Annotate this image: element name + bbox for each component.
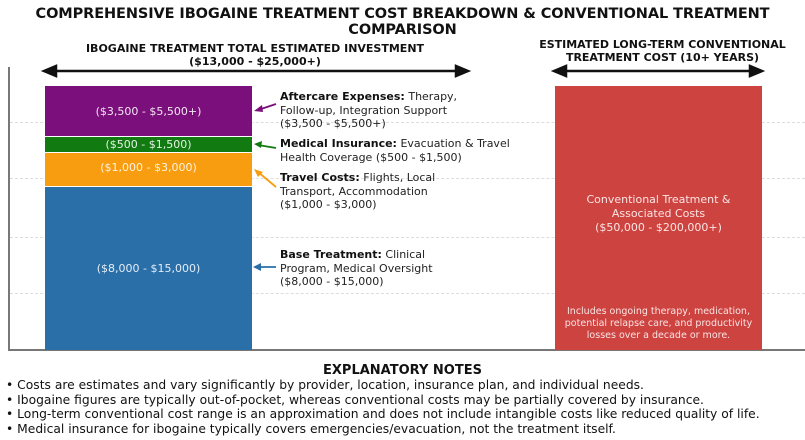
conventional-header-line2: TREATMENT COST (10+ YEARS) — [565, 51, 760, 64]
conventional-note-line: potential relapse care, and productivity — [564, 318, 753, 329]
bar-segment-aftercare: ($3,500 - $5,500+) — [45, 86, 252, 136]
note-item: Costs are estimates and vary significant… — [6, 378, 760, 393]
arrowhead — [254, 169, 263, 177]
annotation-desc: Clinical Program, Medical Oversight — [280, 248, 433, 275]
conventional-label-line: Conventional Treatment & — [586, 193, 731, 206]
bar-conventional: Conventional Treatment & Associated Cost… — [555, 86, 762, 350]
conventional-note-line: Includes ongoing therapy, medication, — [567, 306, 750, 317]
ibogaine-header-range: ($13,000 - $25,000+) — [189, 55, 321, 68]
y-axis-line — [8, 67, 10, 351]
arrowhead — [40, 64, 58, 78]
conventional-label: Conventional Treatment & Associated Cost… — [555, 193, 762, 235]
bar-segment-base: ($8,000 - $15,000) — [45, 187, 252, 350]
note-item: Medical insurance for ibogaine typically… — [6, 422, 760, 437]
conventional-note: Includes ongoing therapy, medication, po… — [555, 306, 762, 342]
annotation-travel: Travel Costs: Flights, Local Transport, … — [280, 171, 445, 212]
annotation-desc: Flights, Local Transport, Accommodation — [280, 171, 436, 198]
arrowhead — [454, 64, 472, 78]
travel-pointer — [257, 171, 277, 188]
notes-list: Costs are estimates and vary significant… — [6, 378, 760, 437]
conventional-label-line: Associated Costs — [611, 207, 706, 220]
arrowhead — [748, 64, 766, 78]
gridline — [10, 178, 805, 179]
arrowhead — [550, 64, 568, 78]
x-axis-line — [8, 349, 805, 351]
ibogaine-header: IBOGAINE TREATMENT TOTAL ESTIMATED INVES… — [45, 42, 465, 68]
notes-title: EXPLANATORY NOTES — [323, 363, 482, 378]
annotation-range: ($8,000 - $15,000) — [280, 275, 384, 288]
annotation-base: Base Treatment: Clinical Program, Medica… — [280, 248, 440, 289]
note-item: Ibogaine figures are typically out-of-po… — [6, 393, 760, 408]
conventional-header: ESTIMATED LONG-TERM CONVENTIONAL TREATME… — [520, 38, 805, 64]
note-item: Long-term conventional cost range is an … — [6, 407, 759, 422]
annotation-range: ($1,000 - $3,000) — [280, 198, 377, 211]
chart-title: COMPREHENSIVE IBOGAINE TREATMENT COST BR… — [35, 6, 770, 38]
bar-segment-insurance: ($500 - $1,500) — [45, 137, 252, 152]
gridline — [10, 237, 805, 238]
annotation-name: Aftercare Expenses: — [280, 90, 405, 103]
arrowhead — [254, 141, 262, 148]
ibogaine-header-title: IBOGAINE TREATMENT TOTAL ESTIMATED INVES… — [85, 42, 425, 55]
annotation-range: ($3,500 - $5,500+) — [280, 117, 386, 130]
annotation-desc: Evacuation & Travel Health Coverage ($50… — [280, 137, 510, 164]
conventional-note-line: losses over a decade or more. — [586, 330, 731, 341]
arrowhead — [254, 105, 263, 112]
annotation-aftercare: Aftercare Expenses: Therapy, Follow-up, … — [280, 90, 470, 131]
annotation-insurance: Medical Insurance: Evacuation & Travel H… — [280, 137, 510, 164]
gridline — [10, 122, 805, 123]
gridline — [10, 293, 805, 294]
bar-segment-travel: ($1,000 - $3,000) — [45, 153, 252, 186]
conventional-header-line1: ESTIMATED LONG-TERM CONVENTIONAL — [539, 38, 786, 51]
annotation-name: Medical Insurance: — [280, 137, 397, 150]
annotation-desc: Therapy, Follow-up, Integration Support — [280, 90, 458, 117]
arrowhead — [253, 263, 261, 271]
conventional-range: ($50,000 - $200,000+) — [595, 221, 722, 234]
annotation-name: Base Treatment: — [280, 248, 382, 261]
annotation-name: Travel Costs: — [280, 171, 360, 184]
